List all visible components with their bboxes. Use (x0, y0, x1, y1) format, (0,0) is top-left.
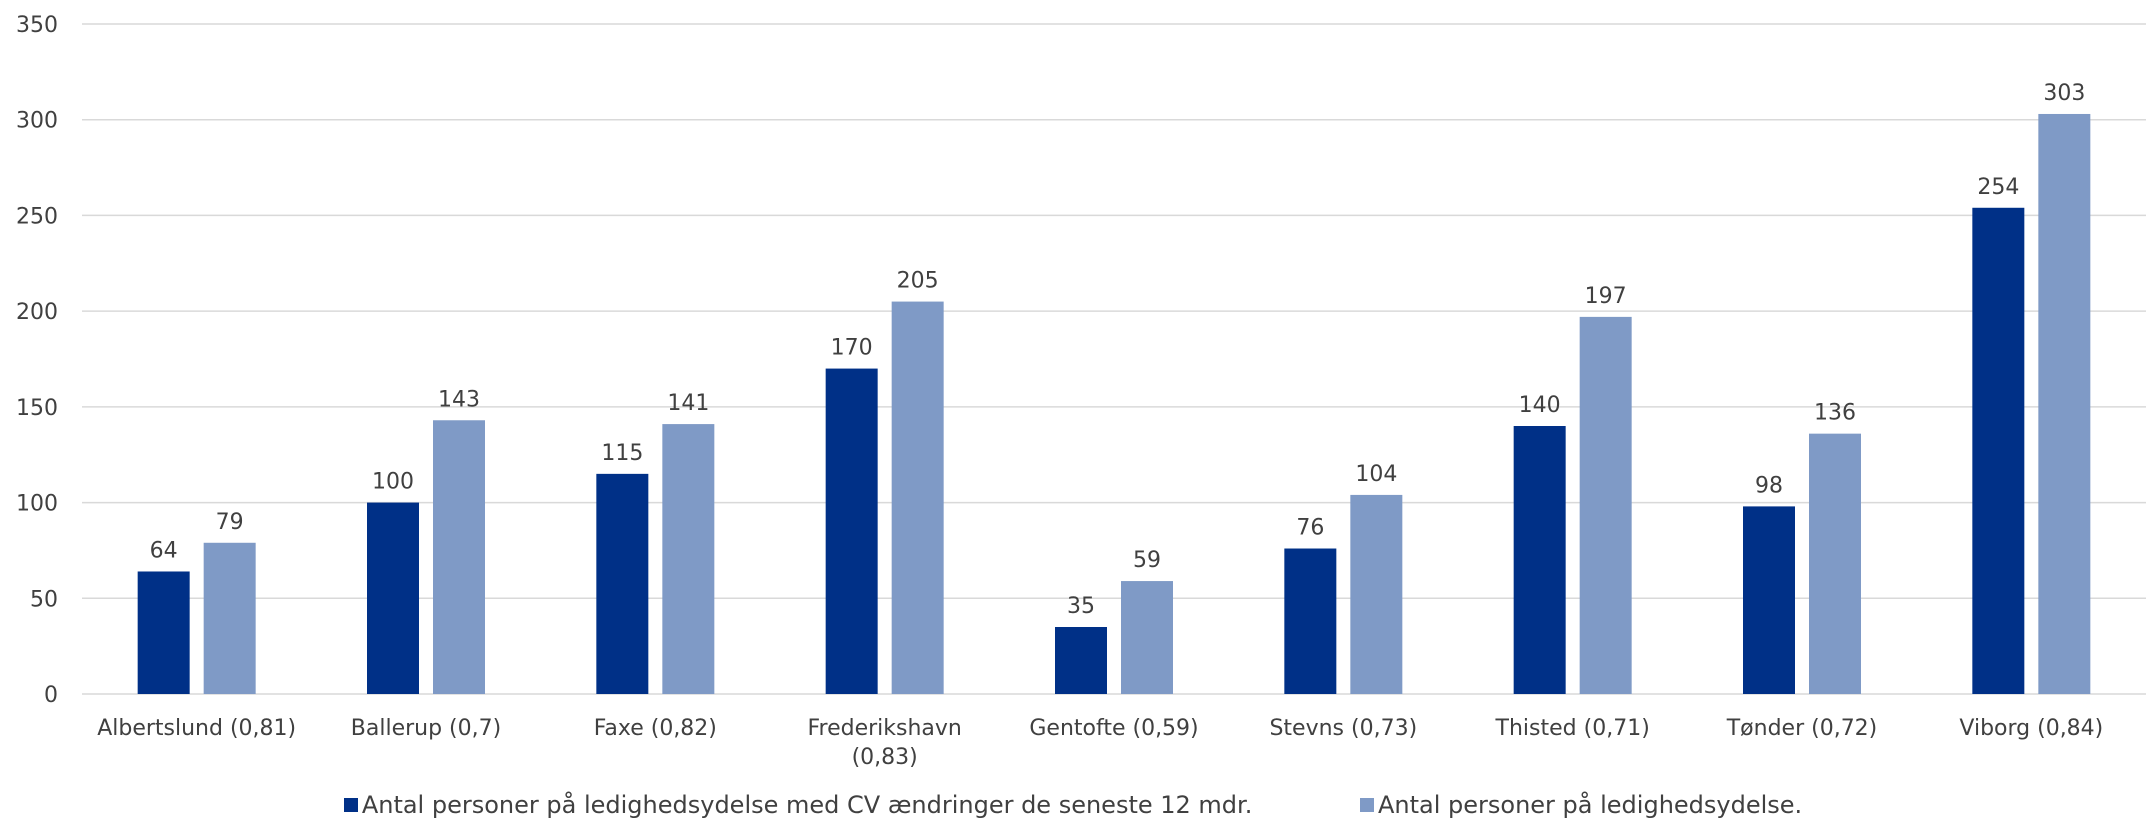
legend-label-series-2: Antal personer på ledighedsydelse. (1377, 791, 1803, 819)
x-tick-label-7: Tønder (0,72) (1726, 716, 1878, 741)
x-tick-label-1: Ballerup (0,7) (351, 716, 501, 741)
legend-item-series-1: Antal personer på ledighedsydelse med CV… (343, 791, 1253, 819)
y-tick-label-350: 350 (16, 13, 58, 38)
data-label-s1-8: 254 (1977, 175, 2019, 200)
legend-swatch-series-2 (1359, 798, 1374, 812)
y-tick-label-200: 200 (16, 300, 58, 325)
y-tick-label-50: 50 (30, 587, 58, 612)
y-tick-label-100: 100 (16, 492, 58, 517)
bar-s2-2 (662, 424, 715, 694)
bar-s1-0 (137, 571, 190, 694)
data-label-s1-1: 100 (372, 470, 414, 495)
legend-swatch-series-1 (343, 798, 358, 812)
y-tick-label-250: 250 (16, 204, 58, 229)
legend-item-series-2: Antal personer på ledighedsydelse. (1359, 791, 1803, 819)
bar-s2-1 (433, 420, 485, 694)
bar-s1-7 (1743, 506, 1795, 694)
data-label-s1-2: 115 (601, 441, 643, 466)
data-label-s1-6: 140 (1519, 393, 1561, 418)
bar-s1-4 (1055, 627, 1107, 694)
x-tick-label-5: Stevns (0,73) (1269, 716, 1417, 741)
x-tick-label-8: Viborg (0,84) (1959, 716, 2103, 741)
x-tick-label-3-line0: Frederikshavn (807, 716, 961, 741)
data-label-s1-4: 35 (1067, 594, 1095, 619)
bar-s2-7 (1809, 433, 1861, 694)
x-tick-label-0: Albertslund (0,81) (97, 716, 296, 741)
bar-s1-5 (1284, 548, 1337, 694)
data-label-s2-1: 143 (438, 387, 480, 412)
legend-label-series-1: Antal personer på ledighedsydelse med CV… (361, 791, 1253, 819)
data-label-s2-8: 303 (2043, 81, 2085, 106)
data-label-s1-0: 64 (150, 538, 178, 563)
x-tick-label-6: Thisted (0,71) (1495, 716, 1650, 741)
legend: Antal personer på ledighedsydelse med CV… (0, 790, 2146, 819)
bar-s2-0 (203, 542, 256, 694)
bar-s1-8 (1972, 207, 2025, 694)
data-label-s2-5: 104 (1355, 462, 1397, 487)
y-tick-label-150: 150 (16, 396, 58, 421)
x-tick-label-3-line1: (0,83) (852, 745, 918, 770)
bar-s2-3 (891, 301, 944, 694)
bar-s2-5 (1350, 494, 1403, 694)
y-tick-label-0: 0 (44, 683, 58, 708)
data-label-s1-7: 98 (1755, 473, 1783, 498)
bar-s1-2 (596, 473, 649, 694)
data-label-s2-0: 79 (216, 510, 244, 535)
data-label-s2-3: 205 (897, 269, 939, 294)
data-label-s2-6: 197 (1585, 284, 1627, 309)
bar-s2-8 (2038, 113, 2091, 694)
y-tick-label-300: 300 (16, 109, 58, 134)
bar-s2-4 (1121, 581, 1173, 694)
data-label-s2-4: 59 (1133, 548, 1161, 573)
bar-s1-3 (825, 368, 878, 694)
bar-s1-6 (1513, 426, 1566, 694)
x-tick-label-4: Gentofte (0,59) (1029, 716, 1198, 741)
data-label-s1-3: 170 (831, 336, 873, 361)
bar-s2-6 (1579, 316, 1632, 694)
data-label-s1-5: 76 (1296, 516, 1324, 541)
bar-s1-1 (367, 502, 419, 694)
data-label-s2-2: 141 (667, 391, 709, 416)
data-label-s2-7: 136 (1814, 401, 1856, 426)
x-tick-label-2: Faxe (0,82) (594, 716, 717, 741)
